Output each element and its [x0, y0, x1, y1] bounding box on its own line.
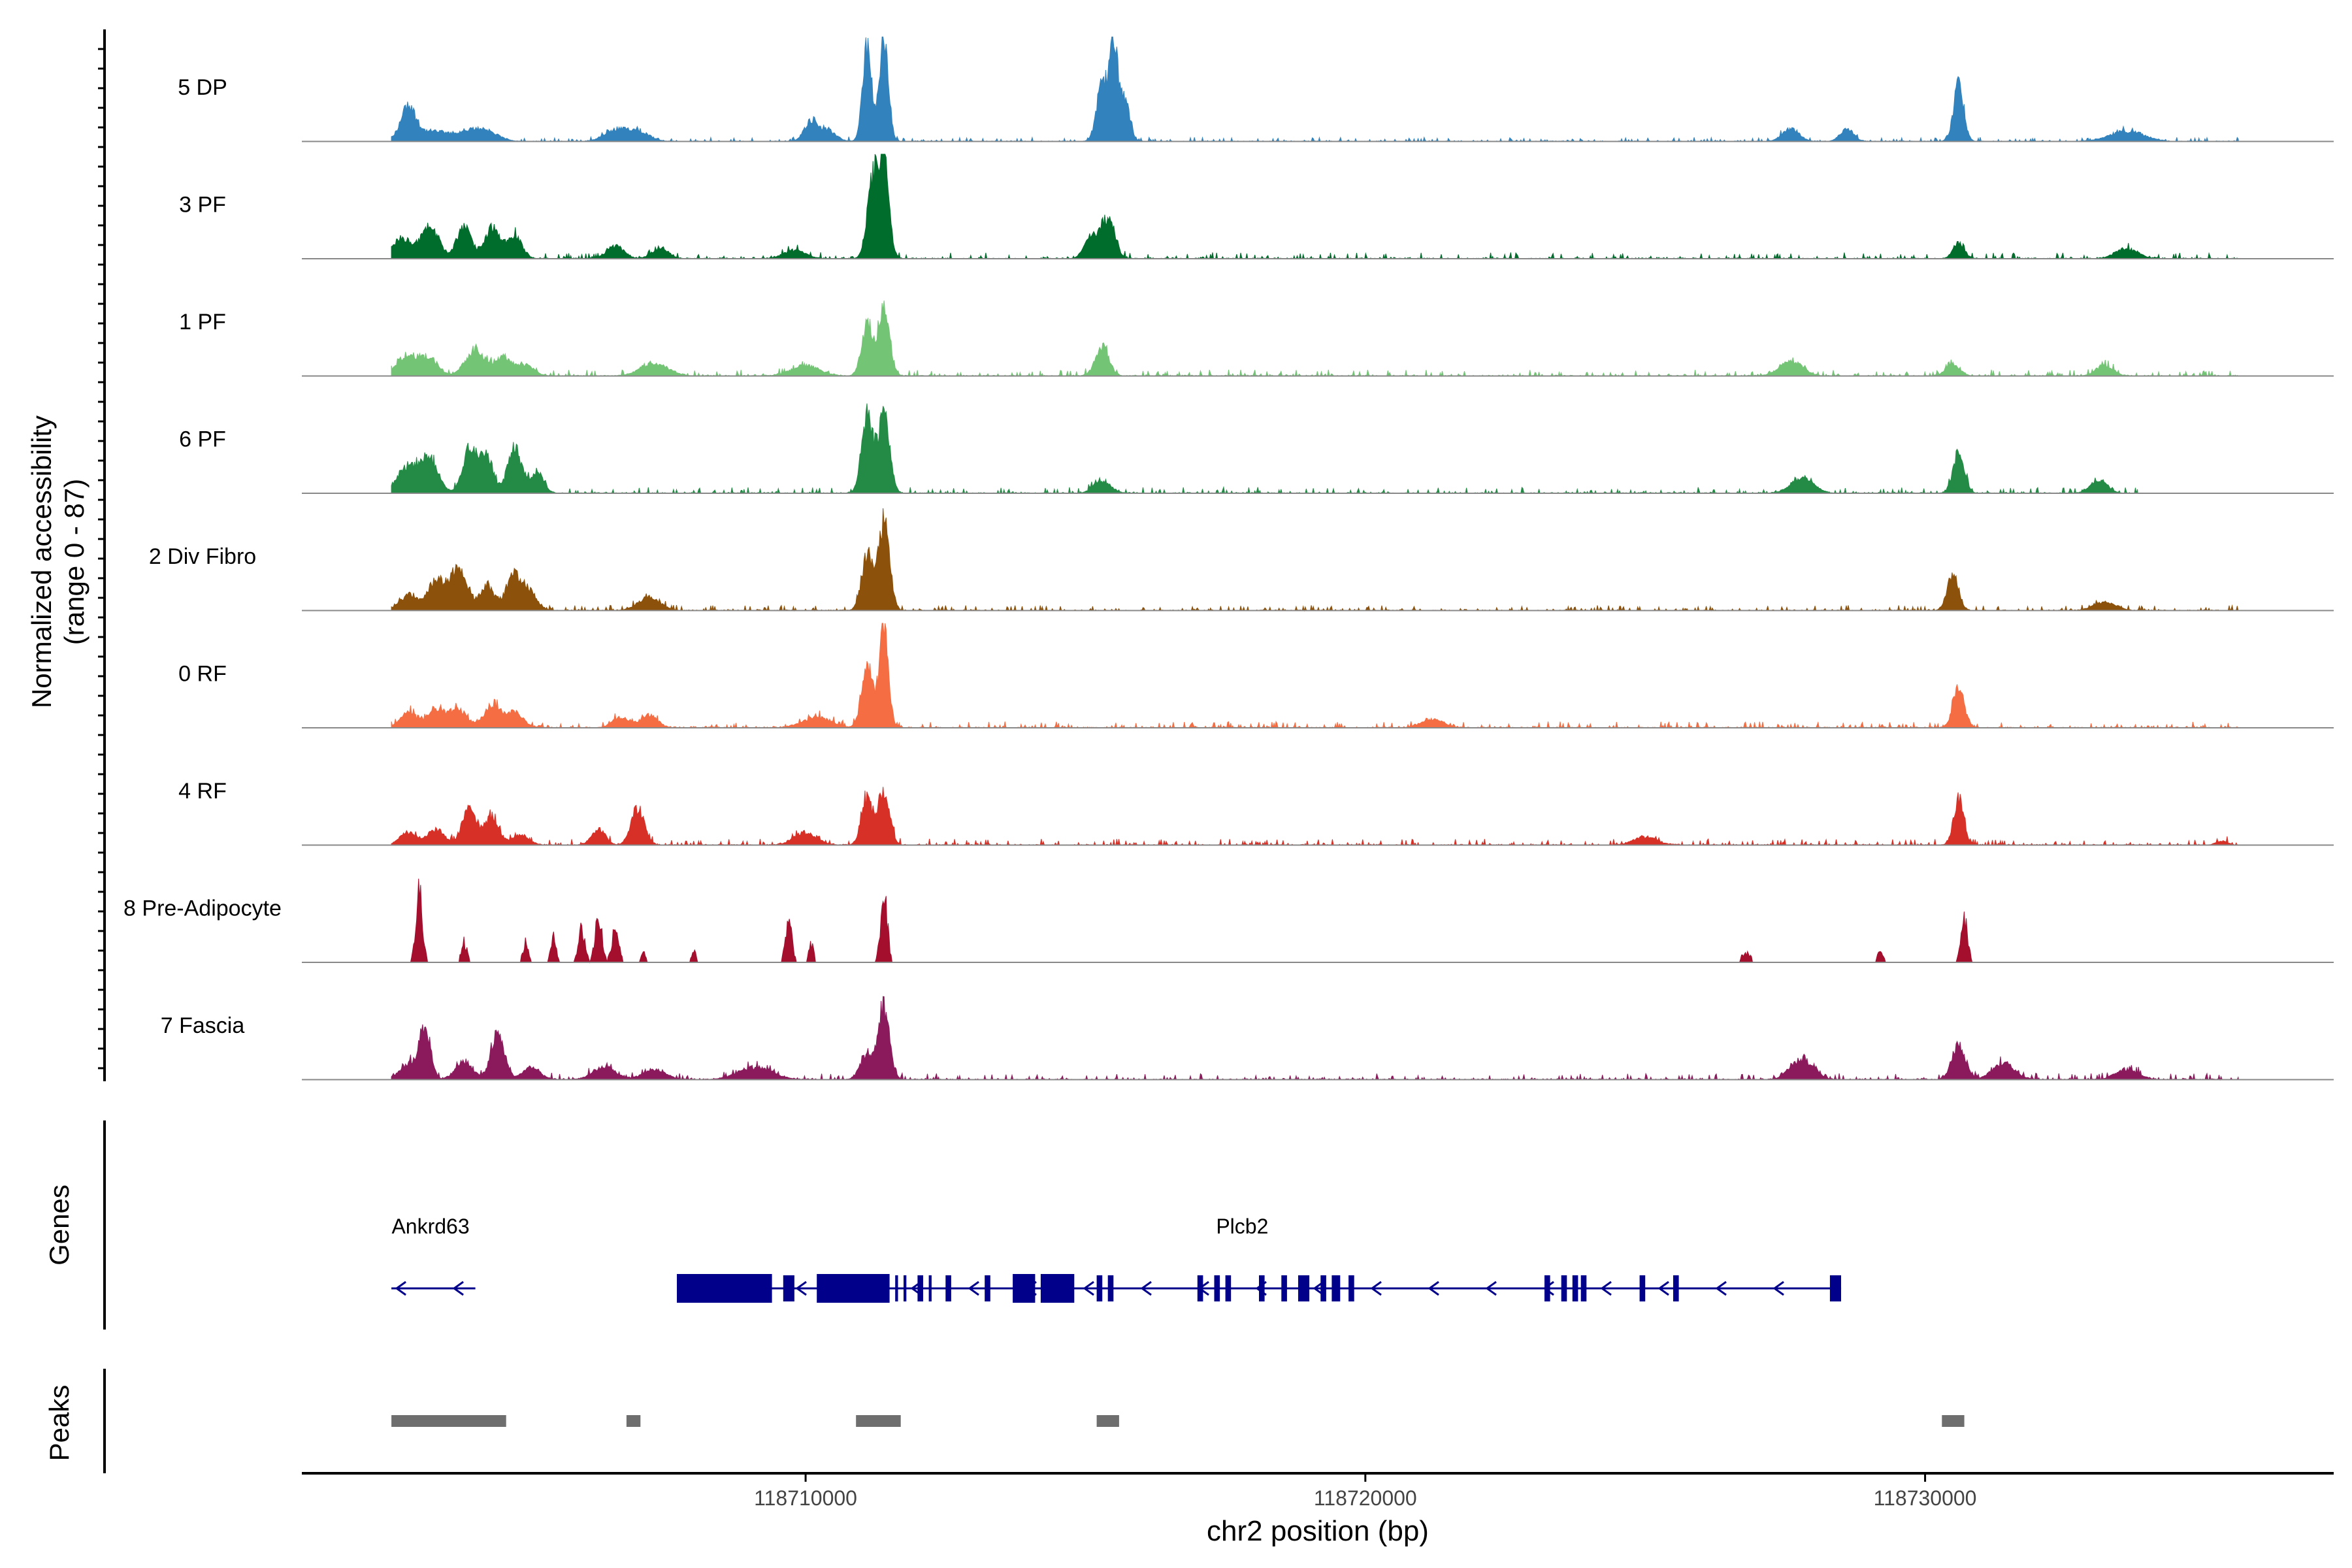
exon [1348, 1275, 1354, 1301]
track-8-pre-adipocyte: 8 Pre-Adipocyte [123, 878, 2334, 964]
exon [677, 1274, 772, 1303]
exon [1639, 1275, 1646, 1301]
strand-arrow [1772, 1281, 1784, 1296]
coverage-area [391, 787, 2239, 847]
exon [1829, 1275, 1841, 1301]
strand-arrow [1715, 1281, 1727, 1296]
coverage-area [391, 154, 2239, 260]
coverage-area [391, 996, 2239, 1081]
strand-arrow [1600, 1281, 1612, 1296]
exon [1320, 1275, 1326, 1301]
exon [904, 1275, 907, 1301]
track-1-pf: 1 PF [179, 301, 2334, 378]
peak-region [856, 1415, 901, 1427]
strand-arrow [1658, 1281, 1669, 1296]
strand-arrow [1485, 1281, 1497, 1296]
peak-region [391, 1415, 506, 1427]
track-7-fascia: 7 Fascia [161, 996, 2334, 1081]
gene-label: Plcb2 [1216, 1215, 1268, 1238]
track-label: 4 RF [178, 779, 227, 804]
y-axis-title-line2: (range 0 - 87) [59, 479, 90, 645]
coverage-tracks: 5 DP 3 PF 1 PF 6 PF 2 Div Fibro 0 RF 4 RF 8 Pre… [123, 37, 2334, 1081]
exon [1298, 1275, 1310, 1301]
exon [1673, 1275, 1679, 1301]
peak-region [1096, 1415, 1119, 1427]
track-0-rf: 0 RF [178, 623, 2334, 729]
exon [1197, 1275, 1203, 1301]
peaks-panel-label: Peaks [44, 1385, 74, 1462]
track-4-rf: 4 RF [178, 779, 2334, 847]
x-tick-label: 118710000 [754, 1486, 857, 1510]
peak-region [626, 1415, 641, 1427]
track-2-div-fibro: 2 Div Fibro [149, 508, 2334, 612]
gene-models: Ankrd63 Plcb2 [391, 1215, 1842, 1303]
track-5-dp: 5 DP [178, 37, 2334, 143]
coverage-area [391, 623, 2240, 729]
strand-arrow [1428, 1281, 1439, 1296]
track-label: 3 PF [179, 193, 226, 218]
exon [817, 1274, 890, 1303]
exon [1580, 1275, 1587, 1301]
exon [985, 1275, 990, 1301]
tracks-y-ticks [98, 48, 105, 1070]
coverage-area [391, 301, 2239, 378]
coverage-area [391, 403, 2138, 495]
exon [1040, 1274, 1075, 1303]
coverage-area [391, 37, 2239, 143]
gene-plcb2: Plcb2 [677, 1215, 1842, 1303]
exon [945, 1275, 951, 1301]
strand-arrow [1140, 1281, 1152, 1296]
track-label: 5 DP [178, 75, 227, 100]
coverage-area [391, 508, 2240, 612]
exon [1013, 1274, 1036, 1303]
exon [1561, 1275, 1567, 1301]
track-label: 8 Pre-Adipocyte [123, 896, 282, 921]
exon [1331, 1275, 1341, 1301]
x-axis: 118710000 118720000 118730000 chr2 positio… [302, 1472, 2334, 1547]
exon [1107, 1275, 1114, 1301]
exon [895, 1275, 898, 1301]
genes-panel: Genes Ankrd63 Plcb2 [44, 1120, 1842, 1330]
x-axis-title: chr2 position (bp) [1207, 1515, 1429, 1547]
exon [1544, 1275, 1550, 1301]
y-axis-title: Normalized accessibility (range 0 - 87) [26, 416, 90, 708]
track-3-pf: 3 PF [179, 154, 2334, 260]
exon [1572, 1275, 1578, 1301]
strand-arrow [968, 1281, 979, 1296]
peak-region [1942, 1415, 1965, 1427]
track-label: 2 Div Fibro [149, 544, 256, 569]
exon [917, 1275, 923, 1301]
strand-arrow [1370, 1281, 1382, 1296]
strand-arrow [452, 1281, 464, 1296]
y-axis-title-line1: Normalized accessibility [26, 416, 57, 708]
peak-regions [391, 1415, 1965, 1427]
gene-ankrd63: Ankrd63 [391, 1215, 476, 1296]
x-tick-label: 118730000 [1874, 1486, 1977, 1510]
x-axis-ticks: 118710000 118720000 118730000 [754, 1473, 1976, 1510]
genes-panel-label: Genes [44, 1184, 74, 1266]
track-label: 0 RF [178, 662, 227, 687]
x-tick-label: 118720000 [1314, 1486, 1417, 1510]
exon [783, 1275, 794, 1301]
strand-arrow [795, 1281, 807, 1296]
track-label: 7 Fascia [161, 1013, 245, 1038]
exon [1096, 1275, 1103, 1301]
track-6-pf: 6 PF [179, 403, 2334, 495]
exon [928, 1275, 932, 1301]
exon [1281, 1275, 1287, 1301]
exon [1225, 1275, 1232, 1301]
strand-arrow [1083, 1281, 1094, 1296]
gene-label: Ankrd63 [391, 1215, 469, 1238]
exon [1259, 1275, 1265, 1301]
strand-arrow [395, 1281, 406, 1296]
exon [1214, 1275, 1220, 1301]
track-label: 6 PF [179, 427, 226, 452]
track-label: 1 PF [179, 310, 226, 335]
peaks-panel: Peaks [44, 1369, 1965, 1473]
coverage-area [391, 878, 2239, 964]
